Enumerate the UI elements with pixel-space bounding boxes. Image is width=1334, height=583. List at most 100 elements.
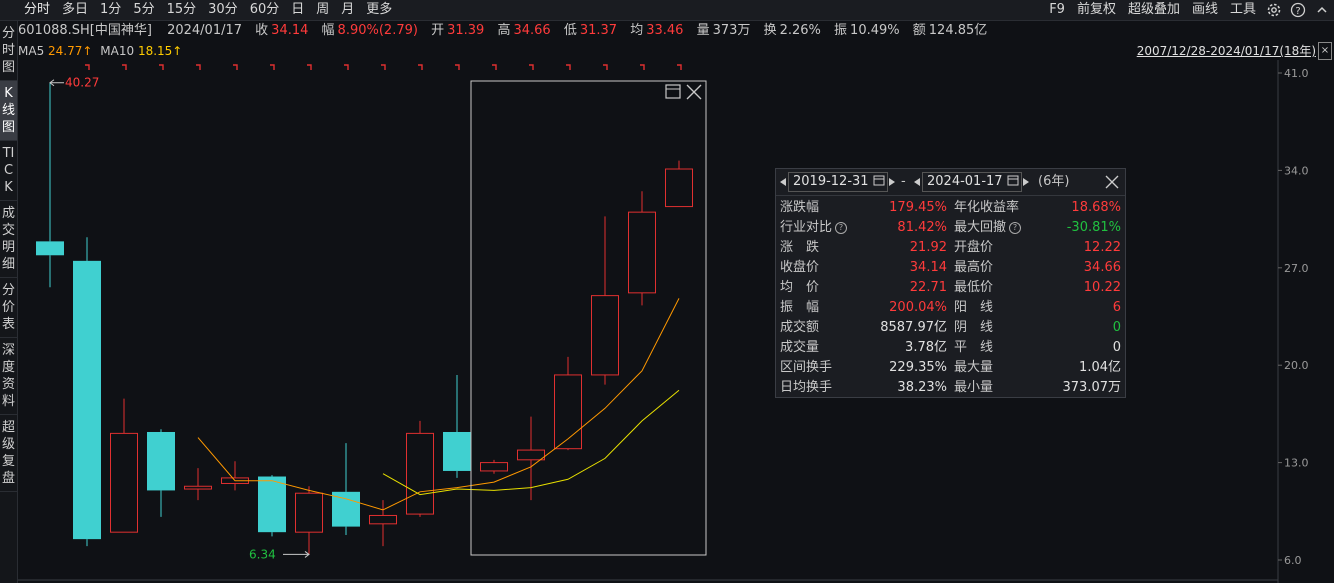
period-tab[interactable]: 月	[341, 2, 355, 17]
period-tab[interactable]: 30分	[208, 2, 238, 17]
stat-label: 均 价	[780, 278, 819, 298]
left-nav-item[interactable]: 分价表	[0, 278, 17, 338]
stat-value: 34.66	[1083, 260, 1121, 275]
stat-label-text: 年化收益率	[954, 200, 1020, 215]
next-from-icon[interactable]	[889, 178, 895, 186]
candle[interactable]	[332, 443, 360, 535]
selection-box[interactable]	[470, 80, 707, 556]
f9-button[interactable]: F9	[1049, 2, 1065, 17]
high-annotation: 40.27	[65, 76, 99, 90]
prev-to-icon[interactable]	[914, 178, 920, 186]
stat-label-text: 涨 跌	[780, 240, 820, 255]
volume-label: 量	[696, 23, 710, 38]
help-icon[interactable]: ?	[1289, 1, 1307, 19]
candle-body	[443, 431, 471, 471]
fuquan-button[interactable]: 前复权	[1076, 2, 1116, 17]
event-marker	[603, 64, 608, 70]
candle[interactable]	[628, 191, 656, 306]
period-tab[interactable]: 15分	[166, 2, 197, 17]
stat-row: 均 价 22.71 最低价 10.22	[776, 278, 1125, 298]
stat-label: 成交量	[780, 338, 819, 358]
left-nav-item[interactable]: 成交明细	[0, 201, 17, 278]
candle[interactable]	[73, 237, 101, 547]
ma-legend: MA5 24.77↑ MA10 18.15↑	[18, 42, 182, 60]
data-range-link[interactable]: 2007/12/28-2024/01/17(18年)	[1136, 44, 1316, 58]
overlay-button[interactable]: 超级叠加	[1127, 2, 1180, 17]
period-tab[interactable]: 60分	[249, 2, 280, 17]
candle[interactable]	[406, 420, 434, 517]
period-tab[interactable]: 5分	[133, 2, 155, 17]
calendar-icon[interactable]	[873, 174, 885, 186]
stat-label-text: 收盘价	[780, 260, 820, 275]
next-to-icon[interactable]	[1023, 178, 1029, 186]
date-from-input[interactable]: 2019-12-31	[788, 172, 888, 192]
left-nav-item[interactable]: 深度资料	[0, 338, 17, 415]
event-marker	[492, 64, 497, 70]
candle[interactable]	[184, 468, 212, 501]
turnover-value: 2.26%	[779, 23, 821, 38]
stat-value: 0	[1112, 340, 1121, 355]
close-icon[interactable]	[1105, 175, 1119, 189]
top-markers	[85, 64, 682, 70]
period-tab[interactable]: 日	[291, 2, 305, 17]
date-to-input[interactable]: 2024-01-17	[922, 172, 1022, 192]
period-toolbar: 分时 多日 1分 5分 15分 30分 60分日周月更多 F9 前复权 超级叠加 画线 工具…	[0, 0, 1334, 21]
candle-body	[295, 492, 323, 533]
candle[interactable]	[554, 356, 582, 451]
draw-line-button[interactable]: 画线	[1191, 2, 1218, 17]
period-tab[interactable]: 更多	[366, 2, 393, 17]
change-label: 幅	[321, 23, 335, 38]
stat-label: 成交额	[780, 318, 819, 338]
period-tab[interactable]: 分时	[24, 2, 51, 17]
stat-label: 收盘价	[780, 258, 819, 278]
candle[interactable]	[480, 459, 508, 474]
chart-annotations: 40.27 6.34	[49, 76, 310, 561]
left-nav-item[interactable]: 超级复盘	[0, 415, 17, 492]
open-value: 31.39	[447, 23, 485, 38]
stat-label-text: 成交额	[780, 320, 820, 335]
info-icon[interactable]: ?	[1009, 222, 1022, 234]
info-icon[interactable]: ?	[835, 222, 848, 234]
close-label: 收	[255, 23, 269, 38]
open-label: 开	[431, 23, 445, 38]
stat-row: 振 幅 200.04% 阳 线 6	[776, 298, 1125, 318]
chevron-up-icon[interactable]	[1313, 1, 1331, 19]
period-tab[interactable]: 多日	[62, 2, 89, 17]
candle[interactable]	[295, 486, 323, 555]
candle[interactable]	[665, 160, 693, 208]
candle[interactable]	[258, 475, 286, 537]
period-tab[interactable]: 1分	[100, 2, 122, 17]
calendar-icon[interactable]	[1007, 174, 1019, 186]
candle[interactable]	[443, 374, 471, 478]
left-nav-item[interactable]: 分时图	[0, 21, 17, 81]
candle[interactable]	[36, 82, 64, 288]
candle[interactable]	[221, 461, 249, 491]
ma10-value: 18.15↑	[137, 44, 183, 58]
low-value: 31.37	[579, 23, 618, 38]
left-nav-item[interactable]: K线图	[0, 81, 17, 141]
event-marker	[270, 64, 275, 70]
stat-label-text: 最高价	[954, 260, 994, 275]
period-tab[interactable]: 周	[316, 2, 330, 17]
y-axis: 41.0 34.0 27.0 20.0 13.0 6.0	[18, 60, 1309, 583]
stat-label-text: 阳 线	[954, 300, 994, 315]
stat-label: 日均换手	[780, 378, 832, 398]
maximize-icon[interactable]	[665, 84, 681, 99]
stat-value: 3.78亿	[905, 340, 947, 355]
candle[interactable]	[591, 216, 619, 385]
close-icon[interactable]: ×	[1318, 42, 1332, 60]
candle[interactable]	[110, 398, 138, 533]
stat-value: -30.81%	[1066, 220, 1121, 235]
stat-label-text: 最小量	[954, 380, 994, 395]
gear-icon[interactable]	[1265, 1, 1283, 19]
kline-chart[interactable]: 41.0 34.0 27.0 20.0 13.0 6.0 40.27 6.34	[18, 60, 1334, 583]
stat-row: 区间换手 229.35% 最大量 1.04亿	[776, 358, 1125, 378]
event-marker	[566, 64, 571, 70]
candle[interactable]	[147, 429, 175, 517]
candle[interactable]	[369, 500, 397, 547]
tools-button[interactable]: 工具	[1229, 2, 1256, 17]
left-nav-item[interactable]: TICK	[0, 141, 17, 201]
event-marker	[233, 64, 238, 70]
prev-from-icon[interactable]	[780, 178, 786, 186]
stat-value: 179.45%	[889, 200, 947, 215]
